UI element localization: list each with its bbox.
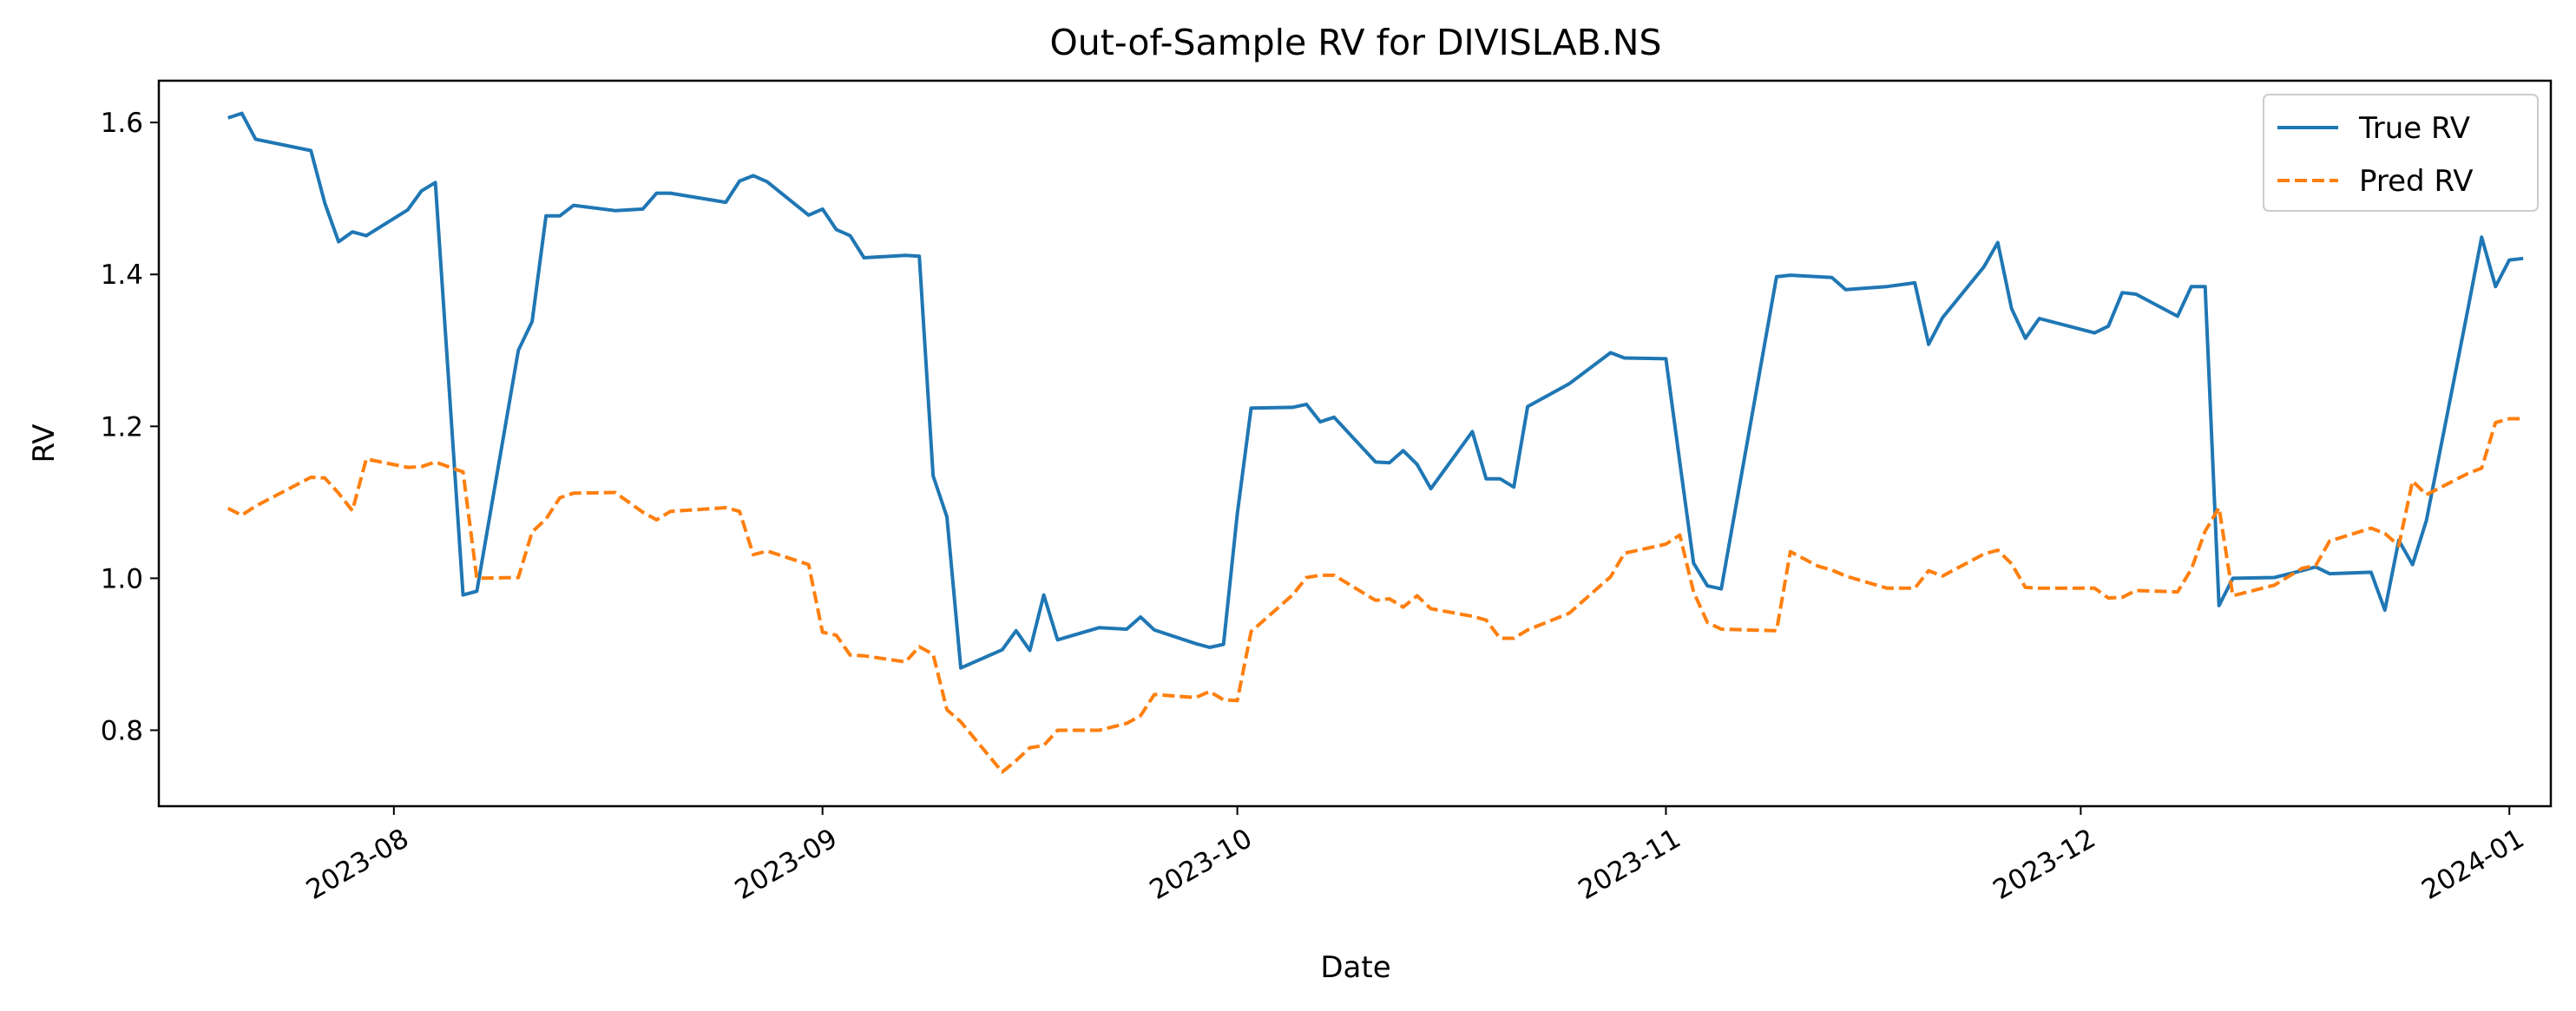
series-line-true-rv	[227, 111, 2524, 670]
y-axis-title: RV	[27, 423, 62, 463]
y-tick-label: 0.8	[101, 715, 143, 746]
legend-label: Pred RV	[2359, 164, 2473, 199]
series-line-pred-rv	[227, 417, 2524, 774]
y-tick-label: 1.2	[101, 411, 143, 443]
plot-area	[227, 111, 2524, 774]
legend-label: True RV	[2358, 111, 2470, 146]
chart-title: Out-of-Sample RV for DIVISLAB.NS	[1050, 22, 1662, 63]
legend: True RV Pred RV	[2263, 94, 2539, 212]
y-tick-label: 1.0	[101, 563, 143, 594]
y-tick-label: 1.4	[101, 259, 143, 291]
y-tick-label: 1.6	[101, 108, 143, 139]
x-axis-title: Date	[1320, 950, 1390, 985]
plot-frame	[157, 79, 2553, 808]
y-axis: 0.8 1.0 1.2 1.4 1.6	[101, 108, 159, 746]
